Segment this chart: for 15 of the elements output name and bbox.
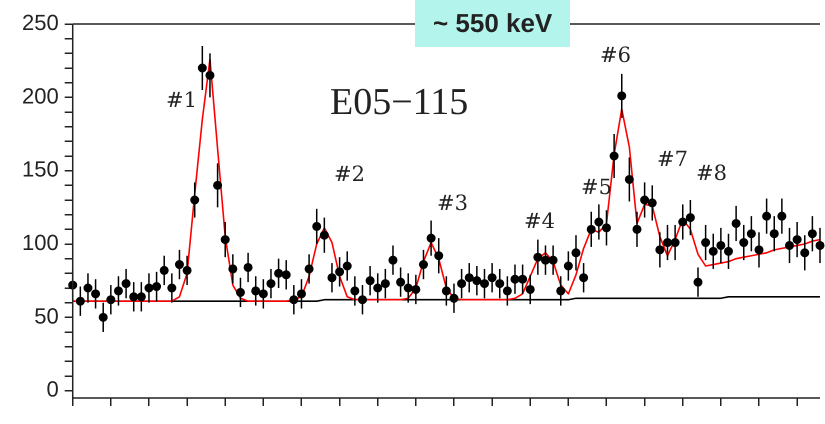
annotation: #8 [696,161,727,185]
annotation: ~ 550 keV [415,0,570,47]
y-tick-label: 200 [22,83,59,108]
y-tick-label: 250 [22,10,59,36]
annotation: #6 [600,43,631,67]
y-tick-label: 50 [34,303,59,328]
annotation: E05−115 [330,80,468,124]
annotation: #3 [437,191,468,215]
y-tick-label: 0 [46,376,59,402]
annotation: #7 [657,147,688,171]
annotation: #1 [166,88,197,112]
y-tick-label: 150 [22,156,59,182]
annotation: #2 [334,162,365,186]
y-tick-label: 100 [22,230,59,256]
annotation: #4 [524,209,555,233]
